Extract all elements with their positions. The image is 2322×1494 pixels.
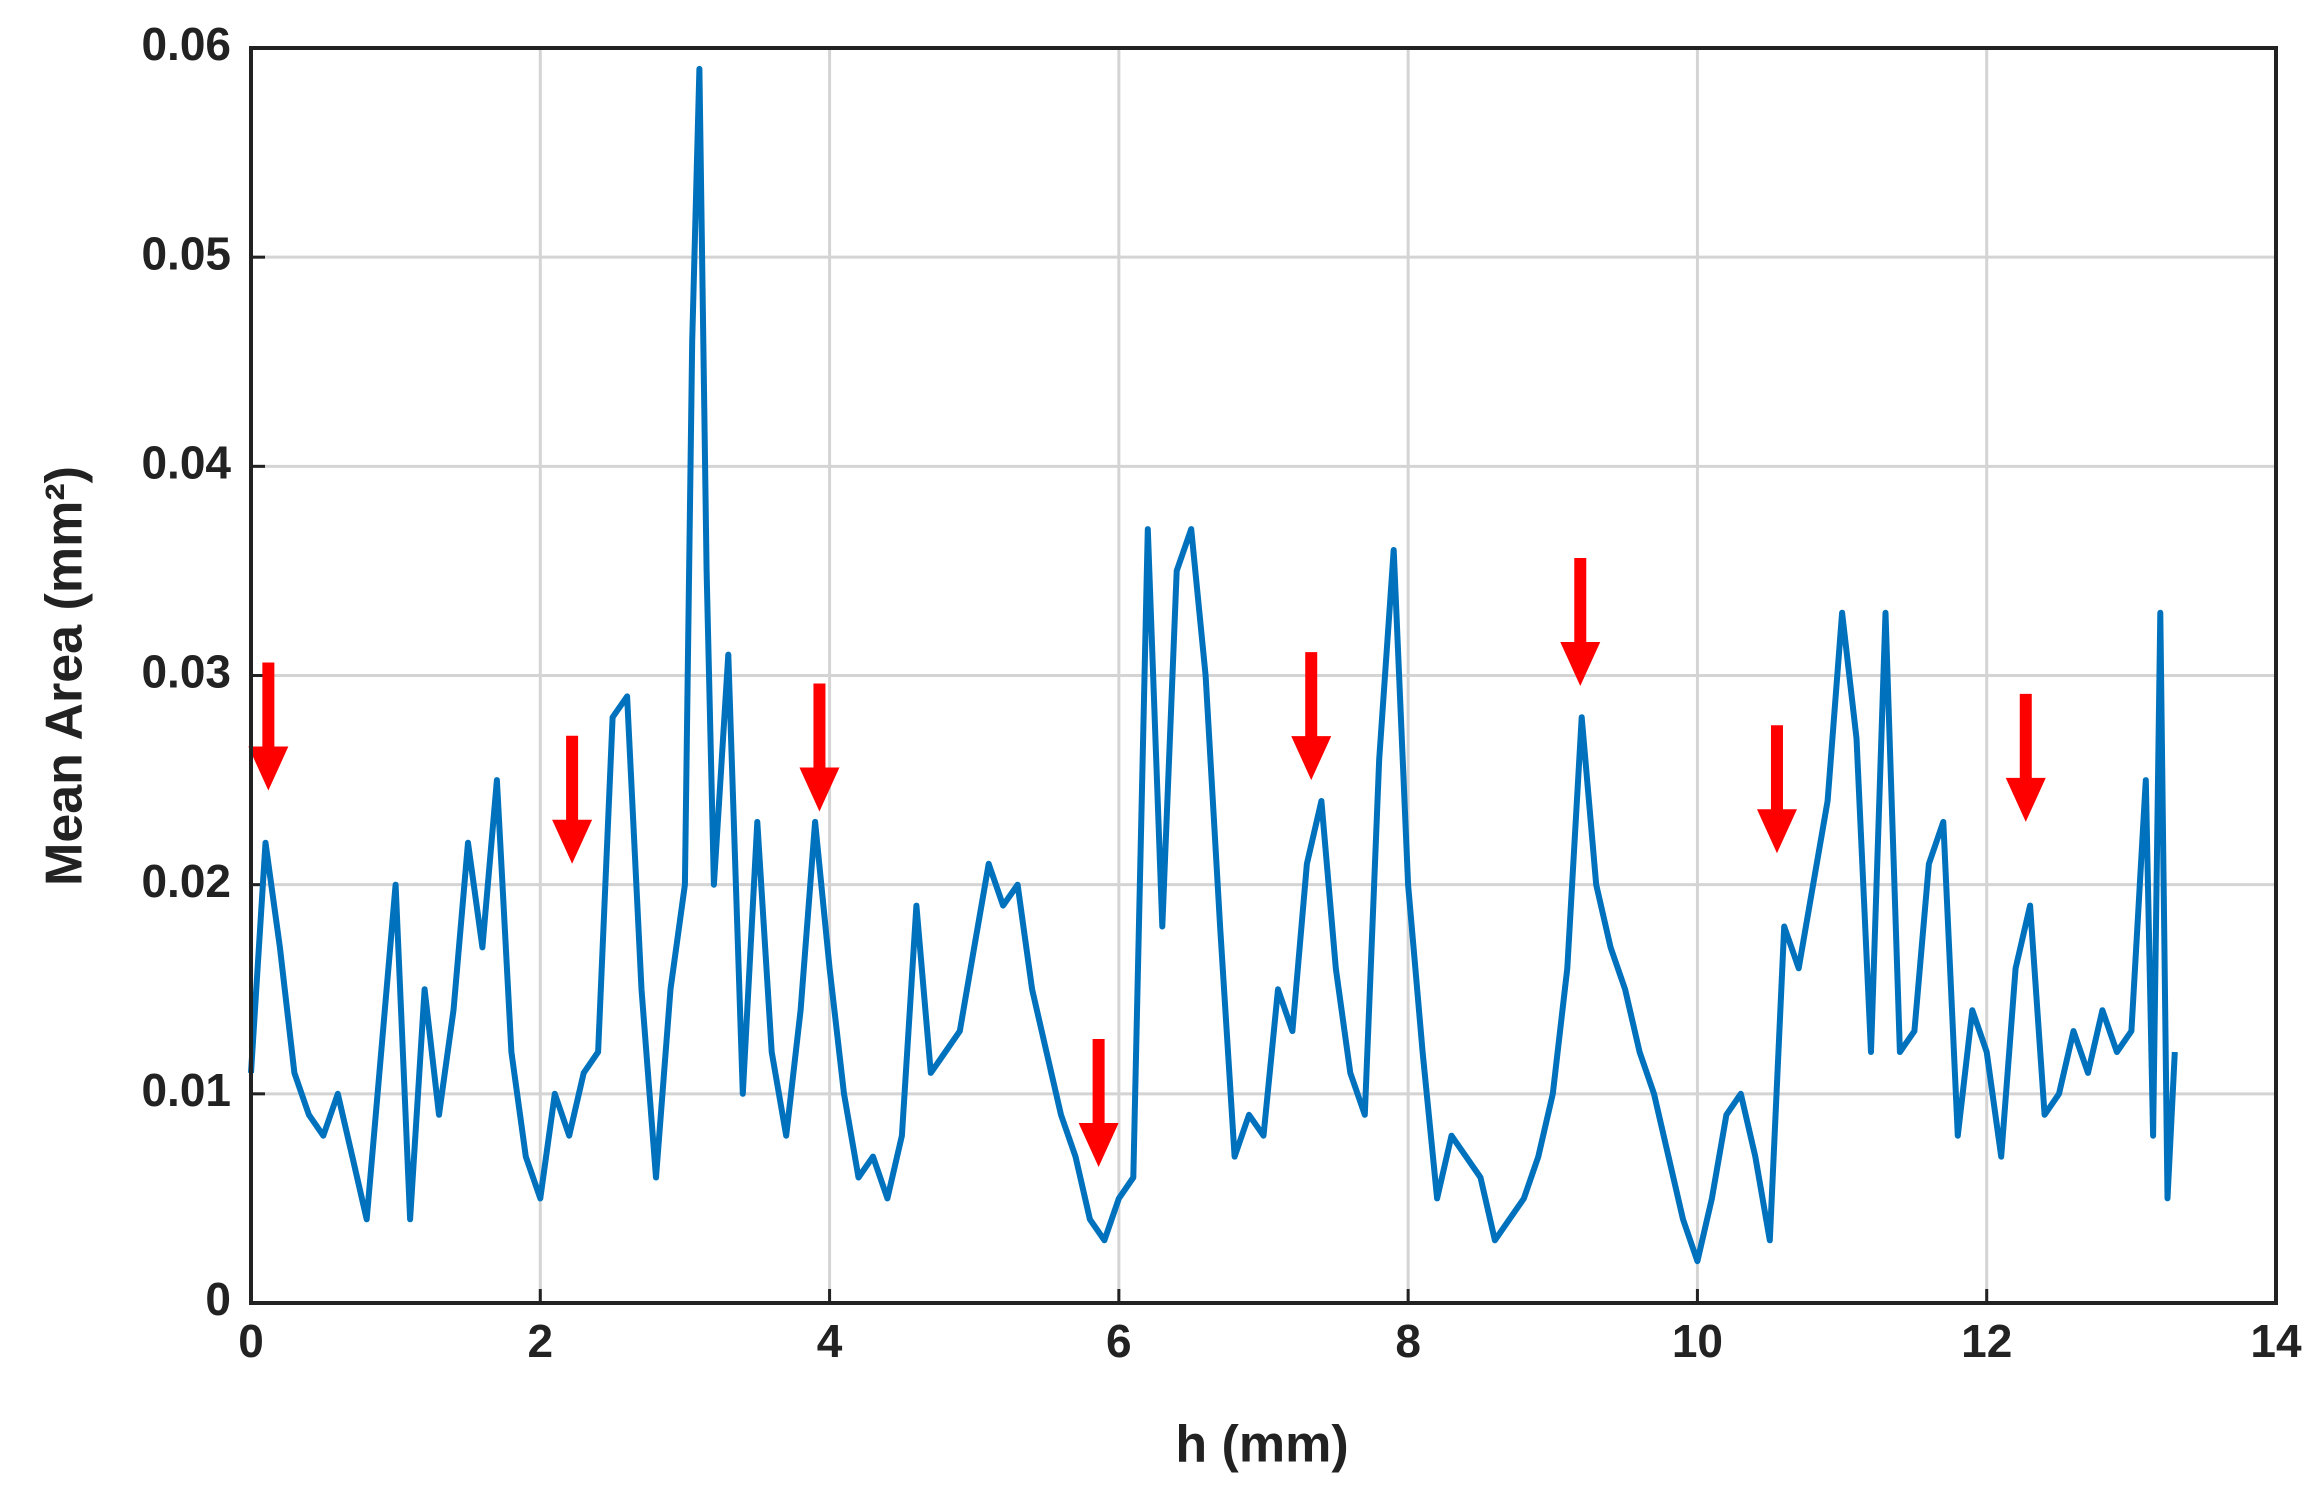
arrow bbox=[1078, 1039, 1119, 1168]
y-tick-label: 0.05 bbox=[141, 227, 231, 279]
x-tick-label: 12 bbox=[1961, 1315, 2012, 1367]
x-tick-label: 2 bbox=[527, 1315, 553, 1367]
y-tick-label: 0 bbox=[205, 1273, 231, 1325]
y-tick-label: 0.03 bbox=[141, 646, 231, 698]
arrow bbox=[1291, 652, 1332, 781]
x-tick-label: 14 bbox=[2250, 1315, 2302, 1367]
arrow bbox=[2005, 693, 2046, 822]
y-axis-label: Mean Area (mm²) bbox=[36, 466, 94, 886]
y-tick-label: 0.04 bbox=[141, 436, 231, 488]
x-tick-label: 6 bbox=[1106, 1315, 1132, 1367]
arrow bbox=[1756, 725, 1797, 854]
arrow bbox=[552, 735, 593, 864]
x-tick-label: 4 bbox=[817, 1315, 843, 1367]
arrow bbox=[799, 683, 840, 812]
x-tick-label: 10 bbox=[1672, 1315, 1723, 1367]
y-tick-label: 0.01 bbox=[141, 1064, 231, 1116]
arrow bbox=[248, 662, 289, 791]
y-tick-label: 0.02 bbox=[141, 855, 231, 907]
arrow bbox=[1560, 557, 1601, 686]
x-tick-label: 0 bbox=[238, 1315, 264, 1367]
data-line bbox=[248, 65, 2178, 1265]
y-tick-label: 0.06 bbox=[141, 18, 231, 70]
x-tick-label: 8 bbox=[1395, 1315, 1421, 1367]
x-axis-label: h (mm) bbox=[1175, 1416, 1348, 1474]
plot-frame bbox=[249, 46, 2278, 1305]
